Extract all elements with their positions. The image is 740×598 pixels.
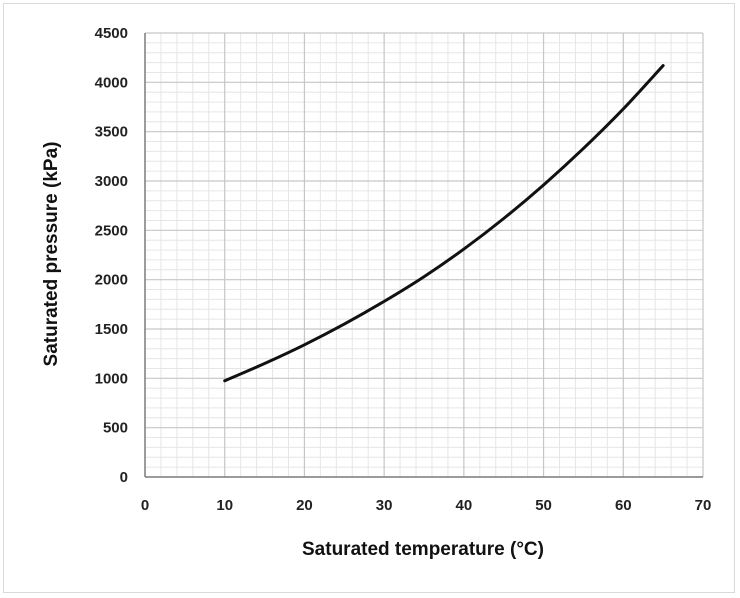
- y-tick-label: 1500: [95, 321, 128, 338]
- x-tick-label: 50: [535, 497, 552, 514]
- major-grid: [144, 32, 704, 478]
- y-tick-labels: 0 500 1000 1500 2000 2500 3000 3500 4000 4500: [95, 25, 128, 486]
- x-tick-label: 30: [376, 497, 393, 514]
- y-axis-title: Saturated pressure (kPa): [41, 142, 62, 367]
- x-tick-label: 20: [296, 497, 313, 514]
- y-tick-label: 2000: [95, 272, 128, 289]
- y-tick-label: 2500: [95, 222, 128, 239]
- y-tick-label: 0: [120, 469, 128, 486]
- minor-grid: [145, 33, 703, 477]
- chart-frame: [3, 3, 735, 593]
- y-tick-label: 3000: [95, 173, 128, 190]
- axes: [144, 33, 703, 478]
- y-tick-label: 4000: [95, 74, 128, 91]
- y-tick-label: 3500: [95, 124, 128, 141]
- x-tick-label: 70: [695, 497, 712, 514]
- y-tick-label: 4500: [95, 25, 128, 42]
- x-tick-label: 60: [615, 497, 632, 514]
- x-tick-label: 10: [216, 497, 233, 514]
- x-tick-label: 0: [141, 497, 149, 514]
- y-tick-label: 1000: [95, 370, 128, 387]
- x-axis-title: Saturated temperature (°C): [302, 539, 544, 560]
- series-group: [223, 64, 665, 383]
- y-tick-label: 500: [103, 420, 128, 437]
- x-tick-labels: 0 10 20 30 40 50 60 70: [141, 497, 712, 514]
- x-tick-label: 40: [456, 497, 473, 514]
- series-line-0: [223, 64, 665, 383]
